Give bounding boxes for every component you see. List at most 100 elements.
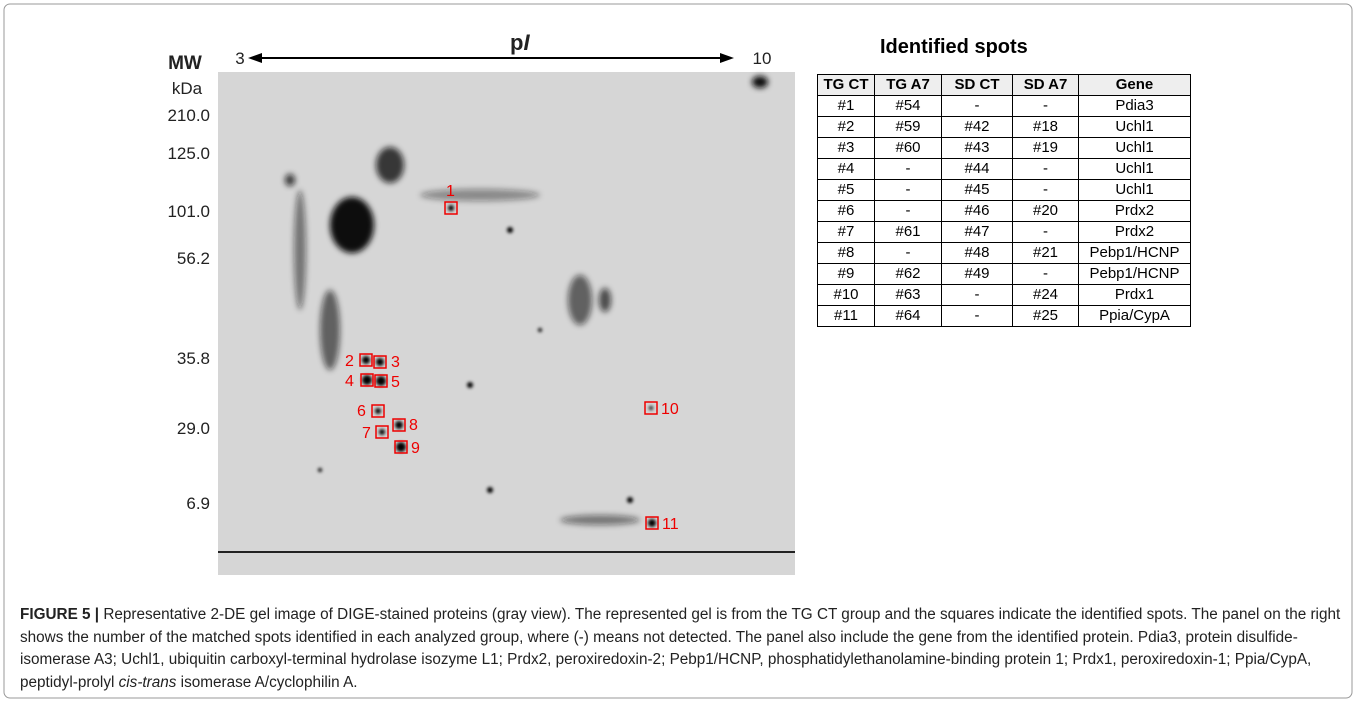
- table-cell: #1: [817, 95, 875, 117]
- spot-label: 7: [362, 425, 371, 442]
- table-cell: -: [941, 284, 1013, 306]
- mw-label: MW: [168, 53, 202, 74]
- kda-label: kDa: [172, 79, 203, 98]
- table-cell: #11: [817, 305, 875, 327]
- table-cell: -: [874, 200, 942, 222]
- table-title: Identified spots: [880, 36, 1028, 58]
- spot-label: 11: [662, 516, 679, 533]
- table-cell: -: [941, 95, 1013, 117]
- table-cell: Pdia3: [1078, 95, 1191, 117]
- table-cell: #63: [874, 284, 942, 306]
- spot-box: [394, 440, 408, 454]
- spot-box: [644, 401, 658, 415]
- table-row: #2 #59 #42 #18 Uchl1: [817, 116, 1191, 138]
- table-cell: #18: [1012, 116, 1079, 138]
- table-cell: Uchl1: [1078, 137, 1191, 159]
- spot-label: 5: [391, 374, 400, 391]
- pi-arrow: [248, 53, 734, 63]
- table-cell: #5: [817, 179, 875, 201]
- table-cell: Uchl1: [1078, 158, 1191, 180]
- table-row: #3 #60 #43 #19 Uchl1: [817, 137, 1191, 159]
- table-header: SD CT: [941, 74, 1013, 96]
- table-row: #11 #64- #25 Ppia/CypA: [817, 305, 1191, 327]
- table-cell: #46: [941, 200, 1013, 222]
- table-row: #10 #63- #24 Prdx1: [817, 284, 1191, 306]
- table-cell: #59: [874, 116, 942, 138]
- table-cell: -: [941, 305, 1013, 327]
- table-cell: -: [874, 179, 942, 201]
- mw-tick: 35.8: [177, 349, 210, 368]
- table-cell: #42: [941, 116, 1013, 138]
- caption-italic: cis-trans: [118, 673, 177, 691]
- table-cell: -: [1012, 221, 1079, 243]
- spot-label: 8: [409, 417, 418, 434]
- table-cell: #45: [941, 179, 1013, 201]
- caption: FIGURE 5 | Representative 2-DE gel image…: [20, 604, 1342, 694]
- mw-tick: 210.0: [167, 106, 210, 125]
- spot-box: [373, 355, 387, 369]
- table-cell: #20: [1012, 200, 1079, 222]
- spot-label: 6: [357, 403, 366, 420]
- spot-box: [374, 374, 388, 388]
- spots-table: TG CT TG A7 SD CT SD A7 Gene #1 #54- - Pdia3 #2 #5…: [817, 74, 1191, 327]
- table-cell: -: [1012, 95, 1079, 117]
- table-cell: #47: [941, 221, 1013, 243]
- mw-tick: 125.0: [167, 144, 210, 163]
- table-cell: -: [874, 242, 942, 264]
- table-cell: #61: [874, 221, 942, 243]
- table-cell: Pebp1/HCNP: [1078, 263, 1191, 285]
- spot-label: 10: [661, 401, 679, 418]
- mw-tick: 101.0: [167, 202, 210, 221]
- table-cell: Prdx1: [1078, 284, 1191, 306]
- spot-label: 1: [446, 183, 455, 200]
- table-cell: Uchl1: [1078, 116, 1191, 138]
- pi-max: 10: [753, 49, 772, 68]
- table-cell: -: [1012, 158, 1079, 180]
- table-cell: #4: [817, 158, 875, 180]
- table-cell: #6: [817, 200, 875, 222]
- table-cell: #48: [941, 242, 1013, 264]
- table-row: #1 #54- - Pdia3: [817, 95, 1191, 117]
- table-cell: #25: [1012, 305, 1079, 327]
- table-cell: #64: [874, 305, 942, 327]
- table-cell: #8: [817, 242, 875, 264]
- spot-box: [375, 425, 389, 439]
- mw-tick: 6.9: [186, 494, 210, 513]
- table-cell: #62: [874, 263, 942, 285]
- table-row: #5- #45- Uchl1: [817, 179, 1191, 201]
- table-cell: #49: [941, 263, 1013, 285]
- table-cell: Prdx2: [1078, 221, 1191, 243]
- table-cell: #43: [941, 137, 1013, 159]
- spot-label: 4: [345, 373, 354, 390]
- mw-tick: 29.0: [177, 419, 210, 438]
- table-cell: #44: [941, 158, 1013, 180]
- spot-box: [360, 373, 374, 387]
- table-row: #4- #44- Uchl1: [817, 158, 1191, 180]
- spot-box: [371, 404, 385, 418]
- table-row: #7 #61 #47- Prdx2: [817, 221, 1191, 243]
- table-header: Gene: [1078, 74, 1191, 96]
- table-row: #8- #48 #21 Pebp1/HCNP: [817, 242, 1191, 264]
- table-row: #6- #46 #20 Prdx2: [817, 200, 1191, 222]
- pi-label: pI: [510, 30, 530, 55]
- table-cell: -: [874, 158, 942, 180]
- table-cell: Ppia/CypA: [1078, 305, 1191, 327]
- table-cell: #9: [817, 263, 875, 285]
- table-cell: -: [1012, 179, 1079, 201]
- table-cell: #24: [1012, 284, 1079, 306]
- table-cell: #60: [874, 137, 942, 159]
- table-cell: #7: [817, 221, 875, 243]
- spot-box: [392, 418, 406, 432]
- caption-label: FIGURE 5 |: [20, 606, 100, 623]
- caption-text: isomerase A/cyclophilin A.: [176, 673, 358, 691]
- table-header: TG A7: [874, 74, 942, 96]
- spot-label: 2: [345, 353, 354, 370]
- spot-box: [444, 201, 458, 215]
- table-cell: -: [1012, 263, 1079, 285]
- table-cell: Prdx2: [1078, 200, 1191, 222]
- table-row: #9 #62 #49- Pebp1/HCNP: [817, 263, 1191, 285]
- table-cell: #21: [1012, 242, 1079, 264]
- table-header: SD A7: [1012, 74, 1079, 96]
- table-cell: Pebp1/HCNP: [1078, 242, 1191, 264]
